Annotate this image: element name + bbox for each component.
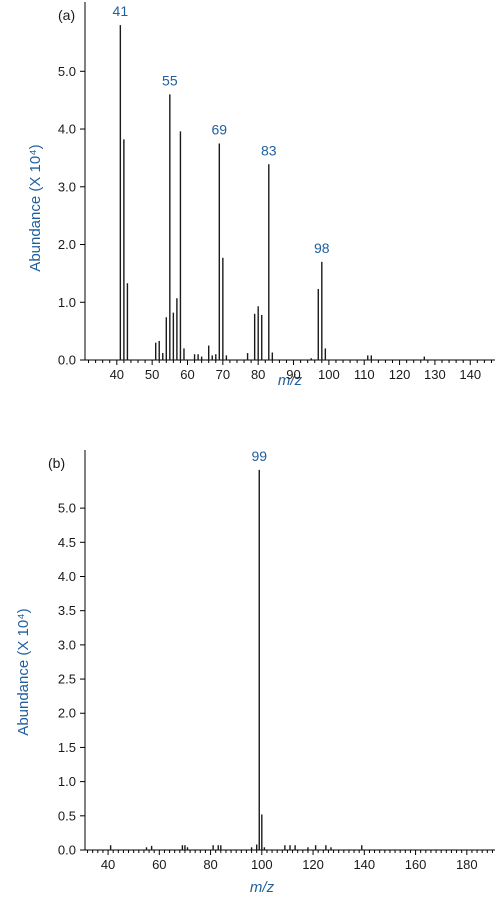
panel-label-b: (b) [48, 455, 65, 471]
x-tick-label: 120 [302, 857, 324, 872]
x-tick-label: 90 [286, 367, 300, 382]
panel-label-a: (a) [58, 7, 75, 23]
y-tick-label: 0.5 [58, 808, 76, 823]
x-axis-label-a: m/z [278, 372, 303, 389]
y-tick-label: 1.0 [58, 774, 76, 789]
y-tick-label: 2.5 [58, 672, 76, 687]
y-tick-label: 0.0 [58, 843, 76, 858]
y-tick-label: 4.0 [58, 122, 76, 137]
x-axis-label-b: m/z [250, 879, 275, 896]
plot-area-b: 40 60 80 100 120 140 160 180 0.0 0.5 1.0 1.5 2.0 2.5 3… [58, 448, 495, 872]
y-tick-label: 5.0 [58, 64, 76, 79]
x-tick-label: 120 [389, 367, 411, 382]
x-tick-label: 50 [145, 367, 159, 382]
y-tick-label: 4.5 [58, 535, 76, 550]
peak-label: 83 [261, 142, 277, 158]
peak-label: 98 [314, 240, 330, 256]
mass-spectrum-chart-b: (b) Abundance (X 10⁴) m/z 40 60 80 100 120 14… [15, 448, 495, 896]
x-tick-label: 60 [180, 367, 194, 382]
mass-spectrum-chart-a: (a) Abundance (X 10⁴) m/z 40 50 60 70 80 90 10… [27, 2, 495, 389]
y-tick-label: 1.5 [58, 740, 76, 755]
x-tick-label: 140 [353, 857, 375, 872]
y-tick-label: 0.0 [58, 353, 76, 368]
y-tick-label: 3.0 [58, 179, 76, 194]
x-tick-label: 40 [110, 367, 124, 382]
y-tick-label: 4.0 [58, 569, 76, 584]
peak-label: 99 [251, 448, 267, 464]
plot-area-a: 40 50 60 70 80 90 100 110 120 130 140 0.0 1.0 2.0 3.0 4… [58, 2, 495, 382]
y-tick-label: 3.0 [58, 637, 76, 652]
y-tick-label: 3.5 [58, 603, 76, 618]
y-axis-label-a: Abundance (X 10⁴) [27, 144, 44, 271]
peak-label: 69 [212, 121, 228, 137]
x-tick-label: 130 [424, 367, 446, 382]
y-tick-label: 1.0 [58, 295, 76, 310]
x-tick-label: 160 [405, 857, 427, 872]
y-tick-label: 5.0 [58, 501, 76, 516]
x-tick-label: 70 [216, 367, 230, 382]
y-tick-label: 2.0 [58, 706, 76, 721]
x-tick-label: 180 [456, 857, 478, 872]
peak-label: 41 [113, 3, 129, 19]
x-tick-label: 110 [354, 367, 375, 382]
y-axis-label-b: Abundance (X 10⁴) [15, 608, 32, 735]
x-tick-label: 140 [459, 367, 481, 382]
x-tick-label: 60 [152, 857, 166, 872]
y-tick-label: 2.0 [58, 237, 76, 252]
x-tick-label: 100 [318, 367, 340, 382]
x-tick-label: 80 [251, 367, 265, 382]
x-tick-label: 100 [251, 857, 273, 872]
peak-label: 55 [162, 72, 178, 88]
x-tick-label: 40 [101, 857, 115, 872]
x-tick-label: 80 [203, 857, 217, 872]
